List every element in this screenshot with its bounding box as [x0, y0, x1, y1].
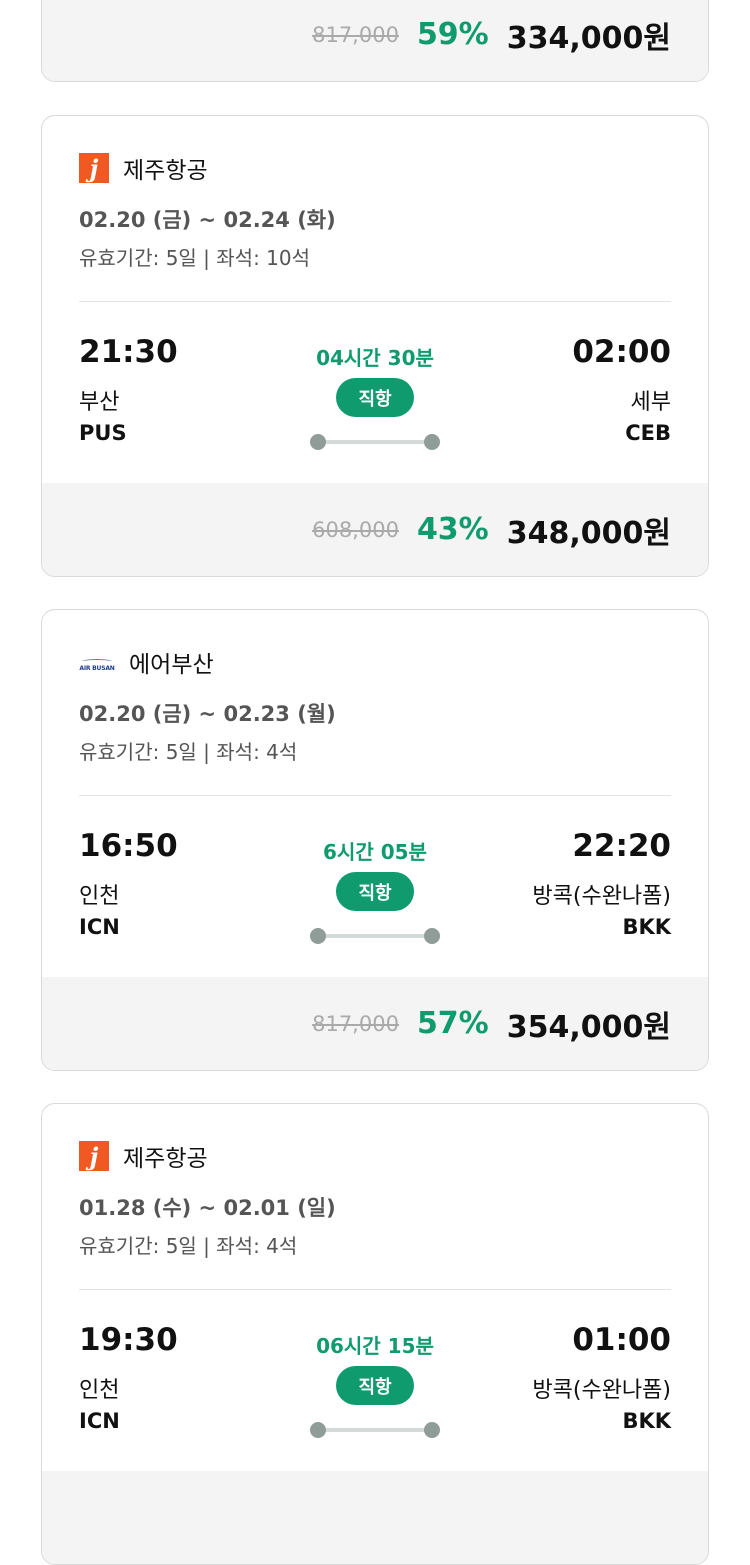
arrival-time: 01:00	[572, 1322, 671, 1358]
original-price: 608,000	[312, 517, 399, 542]
arrival-code: CEB	[625, 421, 671, 445]
airline-name: 에어부산	[129, 652, 214, 678]
destination-dot	[424, 1422, 440, 1438]
airline-name: 제주항공	[123, 1146, 208, 1172]
airline-name: 제주항공	[123, 158, 208, 184]
divider	[79, 1289, 671, 1290]
price-footer: 817,000 59% 334,000원	[42, 0, 708, 81]
price-footer: 608,000 43% 348,000원	[42, 483, 708, 576]
departure-time: 19:30	[79, 1322, 178, 1358]
flight-duration: 04시간 30분	[316, 346, 434, 370]
origin-dot	[310, 928, 326, 944]
arrival-code: BKK	[622, 1409, 671, 1433]
divider	[79, 301, 671, 302]
price-footer: 817,000 57% 354,000원	[42, 977, 708, 1070]
origin-dot	[310, 1422, 326, 1438]
arrival-time: 22:20	[572, 828, 671, 864]
discount-rate: 57%	[416, 1006, 489, 1041]
departure-time: 21:30	[79, 334, 178, 370]
origin-dot	[310, 434, 326, 450]
travel-dates: 02.20 (금) ~ 02.24 (화)	[79, 208, 336, 232]
departure-city: 인천	[79, 1378, 120, 1403]
direct-badge: 직항	[336, 1366, 414, 1405]
jeju-air-logo: j	[79, 153, 109, 183]
travel-dates: 02.20 (금) ~ 02.23 (월)	[79, 702, 336, 726]
validity-seats: 유효기간: 5일 | 좌석: 4석	[79, 740, 298, 764]
airline: j 제주항공	[79, 152, 208, 184]
sale-price: 354,000원	[506, 1009, 671, 1045]
deal-card[interactable]: 817,000 59% 334,000원	[41, 0, 709, 82]
arrival-city: 세부	[630, 390, 671, 415]
validity-seats: 유효기간: 5일 | 좌석: 10석	[79, 246, 311, 270]
travel-dates: 01.28 (수) ~ 02.01 (일)	[79, 1196, 336, 1220]
divider	[79, 795, 671, 796]
arrival-time: 02:00	[572, 334, 671, 370]
arrival-city: 방콕(수완나폼)	[532, 1378, 671, 1403]
departure-code: ICN	[79, 915, 120, 939]
original-price: 817,000	[312, 22, 399, 47]
sale-price: 334,000원	[506, 20, 671, 56]
jeju-air-logo: j	[79, 1141, 109, 1171]
flight-duration: 06시간 15분	[316, 1334, 434, 1358]
departure-city: 부산	[79, 390, 120, 415]
arrival-code: BKK	[622, 915, 671, 939]
airline: j 제주항공	[79, 1140, 208, 1172]
deal-card[interactable]: j 제주항공 02.20 (금) ~ 02.24 (화) 유효기간: 5일 | 좌…	[41, 115, 709, 577]
departure-code: ICN	[79, 1409, 120, 1433]
route-line	[310, 928, 440, 944]
flight-duration: 6시간 05분	[323, 840, 427, 864]
arrival-city: 방콕(수완나폼)	[532, 884, 671, 909]
discount-rate: 43%	[416, 512, 489, 547]
air-busan-logo: AIR BUSAN	[79, 652, 115, 672]
original-price: 817,000	[312, 1011, 399, 1036]
departure-code: PUS	[79, 421, 127, 445]
direct-badge: 직항	[336, 872, 414, 911]
destination-dot	[424, 928, 440, 944]
direct-badge: 직항	[336, 378, 414, 417]
departure-time: 16:50	[79, 828, 178, 864]
deal-card[interactable]: AIR BUSAN 에어부산 02.20 (금) ~ 02.23 (월) 유효기간…	[41, 609, 709, 1071]
validity-seats: 유효기간: 5일 | 좌석: 4석	[79, 1234, 298, 1258]
price-footer	[42, 1471, 708, 1564]
route-line	[310, 1422, 440, 1438]
discount-rate: 59%	[416, 17, 489, 52]
route-line	[310, 434, 440, 450]
sale-price: 348,000원	[506, 515, 671, 551]
destination-dot	[424, 434, 440, 450]
airline: AIR BUSAN 에어부산	[79, 646, 214, 678]
departure-city: 인천	[79, 884, 120, 909]
deal-card[interactable]: j 제주항공 01.28 (수) ~ 02.01 (일) 유효기간: 5일 | 좌…	[41, 1103, 709, 1565]
